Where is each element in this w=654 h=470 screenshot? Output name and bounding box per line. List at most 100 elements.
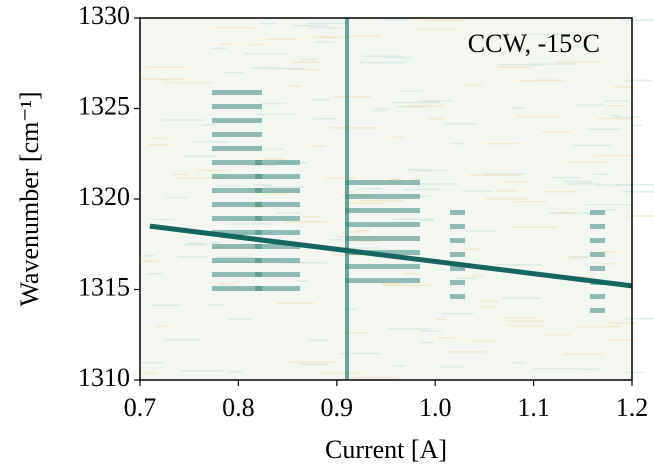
noise: [342, 308, 357, 311]
noise: [615, 183, 654, 186]
noise: [180, 370, 224, 372]
noise: [297, 280, 309, 282]
noise: [342, 35, 381, 37]
mode-line: [149, 223, 633, 289]
stripe: [255, 258, 300, 263]
stripe: [450, 210, 465, 215]
stripe: [590, 238, 605, 243]
noise: [552, 176, 581, 179]
noise: [215, 26, 255, 29]
noise: [147, 273, 163, 275]
stripe: [212, 174, 262, 179]
noise: [388, 328, 431, 330]
noise: [253, 184, 273, 186]
stripe: [590, 308, 605, 313]
noise: [509, 325, 543, 327]
noise: [462, 190, 494, 193]
noise: [390, 101, 441, 104]
stripe: [212, 286, 262, 291]
noise: [484, 173, 526, 175]
stripe: [345, 180, 420, 185]
noise: [309, 26, 343, 29]
noise: [389, 178, 403, 180]
noise: [498, 64, 543, 66]
noise: [356, 187, 383, 190]
stripe: [590, 252, 605, 257]
noise: [301, 58, 316, 61]
noise: [343, 202, 386, 205]
stripe: [212, 90, 262, 95]
x-tick-label: 0.7: [124, 393, 157, 422]
noise: [382, 284, 431, 287]
noise: [463, 84, 483, 87]
noise: [357, 230, 371, 232]
noise: [352, 240, 381, 243]
noise: [200, 124, 216, 126]
noise: [428, 118, 444, 120]
noise: [313, 36, 337, 38]
noise: [518, 79, 560, 82]
noise: [435, 318, 447, 321]
x-tick-label: 1.1: [517, 393, 550, 422]
noise: [527, 33, 578, 36]
stripe: [345, 194, 420, 199]
noise: [155, 325, 167, 328]
noise: [592, 173, 610, 175]
noise: [621, 190, 654, 193]
noise: [606, 339, 632, 341]
noise: [610, 114, 621, 117]
y-tick-label: 1315: [78, 272, 130, 301]
y-tick-label: 1310: [78, 363, 130, 392]
noise: [570, 161, 610, 164]
noise: [277, 302, 314, 304]
x-tick-label: 0.8: [222, 393, 255, 422]
noise: [624, 79, 653, 82]
noise: [230, 223, 274, 225]
y-axis-label: Wavenumber [cm⁻¹]: [15, 91, 44, 306]
noise: [609, 322, 636, 324]
stripe: [212, 132, 262, 137]
stripe: [255, 244, 300, 249]
noise: [312, 145, 326, 147]
noise: [462, 248, 480, 251]
noise: [614, 86, 634, 88]
noise: [465, 230, 495, 232]
stripe: [212, 188, 262, 193]
noise: [517, 115, 562, 118]
noise: [415, 195, 431, 198]
noise: [444, 122, 477, 125]
stripe: [590, 294, 605, 299]
noise: [249, 43, 266, 46]
noise: [606, 105, 627, 107]
y-tick-label: 1325: [78, 91, 130, 120]
plot-marks: [149, 223, 633, 289]
stripe: [450, 224, 465, 229]
stripe: [590, 224, 605, 229]
noise: [496, 66, 530, 69]
noise: [541, 131, 571, 133]
noise: [377, 107, 391, 110]
noise: [358, 61, 407, 64]
noise: [410, 178, 422, 180]
noise: [263, 186, 305, 188]
noise: [320, 372, 360, 374]
noise: [485, 198, 528, 200]
noise: [286, 68, 322, 71]
stripe: [255, 286, 300, 291]
noise: [330, 127, 377, 129]
noise: [569, 276, 594, 278]
noise: [309, 339, 330, 342]
noise: [573, 144, 613, 147]
noise: [530, 63, 577, 65]
noise: [419, 219, 434, 221]
noise: [469, 174, 519, 177]
x-tick-label: 1.0: [419, 393, 452, 422]
noise: [173, 173, 188, 176]
noise: [263, 193, 290, 195]
noise: [163, 338, 200, 341]
noise: [219, 43, 234, 46]
noise: [292, 24, 328, 27]
noise: [597, 263, 615, 265]
noise: [289, 361, 335, 364]
stripe: [212, 258, 262, 263]
